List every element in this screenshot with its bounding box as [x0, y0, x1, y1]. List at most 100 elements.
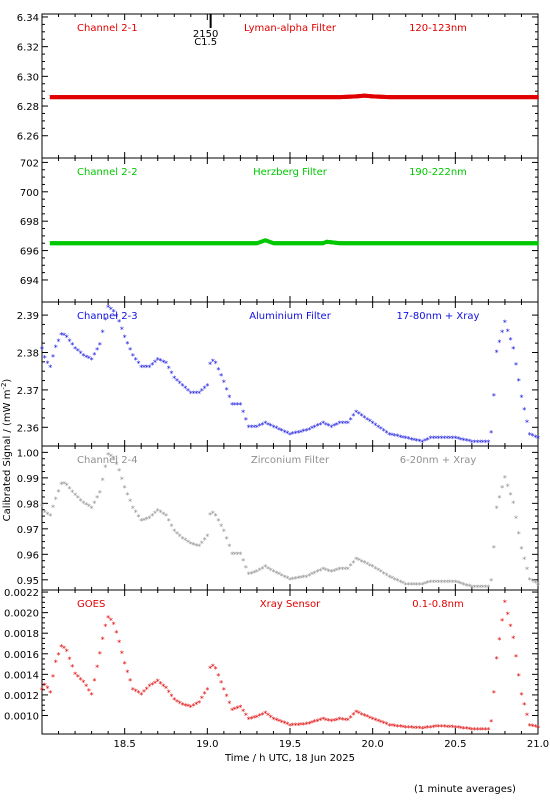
data-point: *	[395, 577, 399, 586]
data-point: *	[440, 723, 444, 732]
data-point: *	[98, 341, 102, 350]
data-point: *	[533, 433, 537, 442]
x-tick-label: 18.5	[114, 739, 136, 750]
data-point: *	[192, 390, 196, 399]
data-point: *	[522, 406, 526, 415]
data-point: *	[233, 550, 237, 559]
data-point: *	[263, 420, 267, 429]
data-point: *	[519, 545, 523, 554]
data-point: *	[324, 566, 328, 575]
data-point: *	[92, 351, 96, 360]
data-point: *	[495, 504, 499, 513]
data-point: *	[451, 578, 455, 587]
data-point: *	[62, 480, 66, 489]
data-point: *	[453, 435, 457, 444]
data-point: *	[156, 507, 160, 516]
data-point: *	[203, 690, 207, 699]
data-point: *	[128, 346, 132, 355]
data-point: *	[266, 711, 270, 720]
data-point: *	[335, 566, 339, 575]
data-point: *	[528, 576, 532, 585]
data-point: *	[346, 420, 350, 429]
data-point: *	[327, 422, 331, 431]
data-point: *	[310, 719, 314, 728]
y-tick-label: 0.0020	[4, 609, 39, 620]
data-point: *	[255, 568, 259, 577]
data-point: *	[145, 363, 149, 372]
data-point: *	[101, 329, 105, 338]
data-point: *	[503, 319, 507, 328]
data-point: *	[525, 566, 529, 575]
y-tick-label: 0.96	[17, 550, 39, 561]
data-point: *	[412, 724, 416, 733]
data-point: *	[128, 498, 132, 507]
data-point: *	[514, 515, 518, 524]
data-point: *	[40, 686, 44, 695]
y-tick-label: 2.39	[17, 311, 39, 322]
data-point: *	[302, 574, 306, 583]
data-point: *	[241, 408, 245, 417]
data-point: *	[390, 575, 394, 584]
panel-band-label: 0.1-0.8nm	[412, 599, 464, 610]
panel-channel-label: Channel 2-1	[77, 23, 138, 34]
data-point: *	[517, 377, 521, 386]
data-point: *	[340, 566, 344, 575]
data-point: *	[244, 416, 248, 425]
data-point: *	[222, 378, 226, 387]
data-point: *	[205, 532, 209, 541]
data-point: *	[95, 494, 99, 503]
data-point: *	[464, 437, 468, 446]
data-point: *	[393, 576, 397, 585]
data-point: *	[145, 515, 149, 524]
data-point: *	[418, 725, 422, 734]
data-point: *	[296, 721, 300, 730]
data-point: *	[346, 717, 350, 726]
data-point: *	[497, 339, 501, 348]
data-point: *	[120, 476, 124, 485]
data-point: *	[470, 726, 474, 735]
data-point: *	[81, 352, 85, 361]
footnote: (1 minute averages)	[414, 784, 516, 795]
data-point: *	[269, 422, 273, 431]
data-point: *	[360, 558, 364, 567]
series-points	[49, 238, 539, 246]
data-point: *	[161, 682, 165, 691]
data-point: *	[371, 716, 375, 725]
data-point: *	[258, 422, 262, 431]
data-point: *	[500, 484, 504, 493]
y-tick-label: 0.0018	[4, 629, 39, 640]
data-point: *	[192, 541, 196, 550]
data-point: *	[451, 435, 455, 444]
data-point: *	[84, 683, 88, 692]
data-point: *	[123, 484, 127, 493]
data-point: *	[57, 337, 61, 346]
data-point: *	[357, 410, 361, 419]
data-point: *	[327, 567, 331, 576]
y-axis-title-sup: -2	[0, 383, 8, 390]
data-point: *	[216, 517, 220, 526]
data-point: *	[247, 571, 251, 580]
data-point: *	[260, 421, 264, 430]
data-point: *	[384, 572, 388, 581]
data-point: *	[373, 421, 377, 430]
y-tick-label: 698	[20, 217, 39, 228]
data-point: *	[299, 574, 303, 583]
data-point: *	[329, 718, 333, 727]
data-point: *	[514, 653, 518, 662]
data-point: *	[62, 331, 66, 340]
data-point: *	[354, 555, 358, 564]
data-point: *	[274, 425, 278, 434]
data-point: *	[489, 429, 493, 438]
data-point: *	[68, 485, 72, 494]
data-point: *	[440, 578, 444, 587]
data-point: *	[481, 438, 485, 447]
data-point: *	[475, 726, 479, 735]
data-point: *	[382, 427, 386, 436]
data-point: *	[368, 714, 372, 723]
data-point: *	[401, 723, 405, 732]
data-point: *	[387, 722, 391, 731]
data-point: *	[103, 622, 107, 631]
x-tick-label: 19.5	[279, 739, 301, 750]
data-point: *	[172, 527, 176, 536]
data-point: *	[390, 722, 394, 731]
